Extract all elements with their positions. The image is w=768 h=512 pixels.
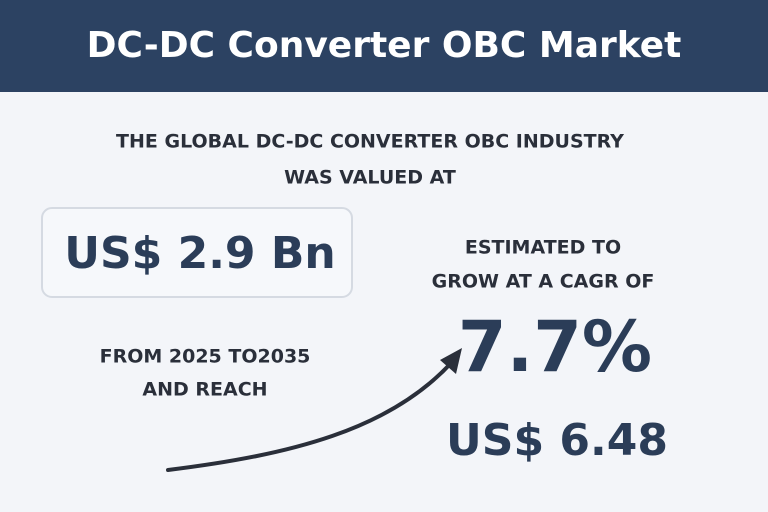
intro-line: WAS VALUED AT (284, 167, 456, 189)
arrow-head (440, 348, 462, 374)
growth-line: ESTIMATED TO (465, 237, 621, 259)
header-bar (0, 0, 768, 92)
future-value: US$ 6.48 (446, 415, 668, 466)
cagr-value: 7.7% (458, 306, 652, 388)
period-line: FROM 2025 TO2035 (100, 346, 311, 368)
header-title: DC-DC Converter OBC Market (87, 25, 682, 66)
growth-line: GROW AT A CAGR OF (432, 271, 655, 293)
period-line: AND REACH (142, 379, 267, 401)
intro-line: THE GLOBAL DC-DC CONVERTER OBC INDUSTRY (116, 131, 624, 153)
value-box (41, 207, 353, 298)
growth-arrow (166, 360, 454, 472)
current-value: US$ 2.9 Bn (64, 228, 335, 279)
